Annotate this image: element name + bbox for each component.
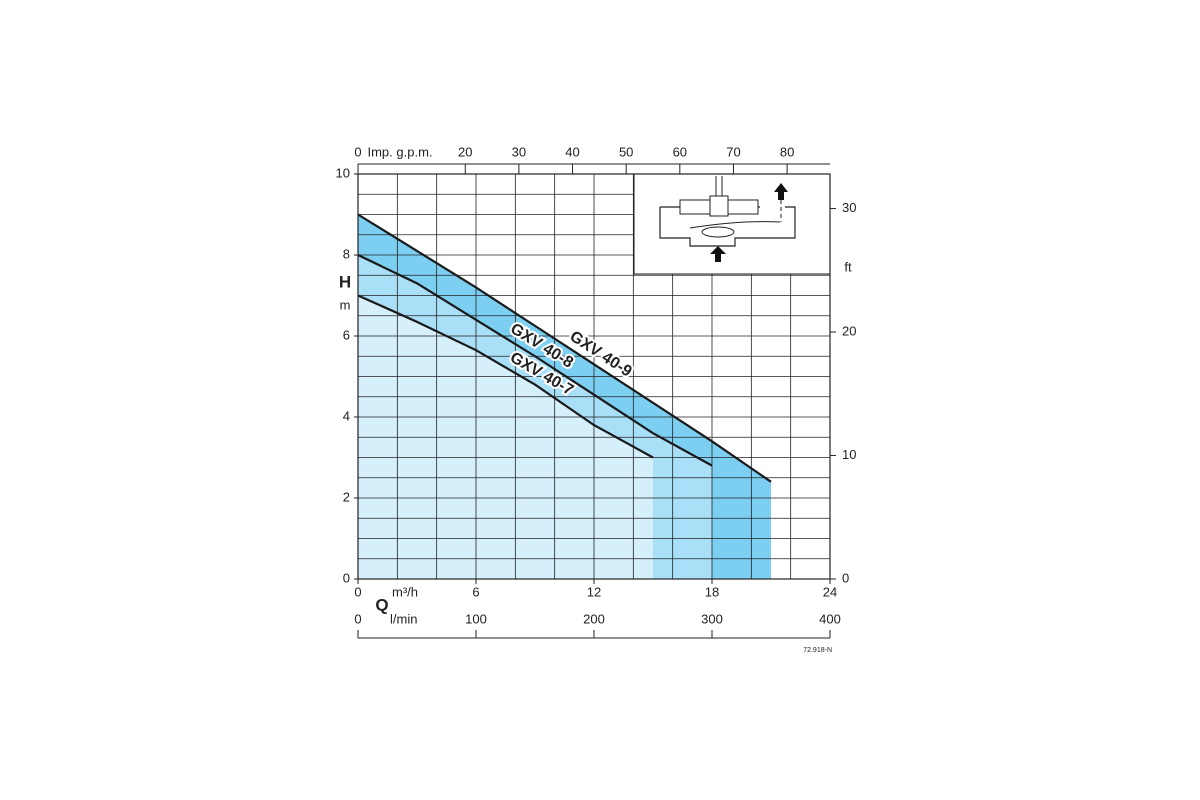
x3-tick-label: 0 [354, 611, 361, 626]
impeller [727, 199, 759, 215]
x-tick-label: 6 [472, 584, 479, 599]
pump-diagram [633, 173, 831, 275]
impeller [679, 199, 711, 215]
x2-tick-label: 20 [458, 144, 472, 159]
x3-tick-label: 200 [583, 611, 605, 626]
y2-tick-label: 20 [842, 323, 856, 338]
curve-line [357, 254, 713, 467]
inset-frame [633, 173, 831, 275]
flow-symbol: Q [375, 595, 388, 614]
x2-tick-label: 40 [565, 144, 579, 159]
y-axis-unit: m [340, 297, 351, 312]
x-tick-label: 0 [354, 584, 361, 599]
curve-line [357, 294, 654, 459]
y-tick-label: 2 [343, 489, 350, 504]
y2-tick-label: 30 [842, 200, 856, 215]
y-tick-label: 10 [336, 165, 350, 180]
x3-tick-label: 400 [819, 611, 841, 626]
y-tick-label: 8 [343, 246, 350, 261]
x3-axis-label: l/min [390, 611, 417, 626]
x2-tick-label: 30 [512, 144, 526, 159]
x-tick-label: 24 [823, 584, 837, 599]
labels: Imp. g.p.m. H m ft Q m³/h l/min 72.918-N… [336, 144, 857, 653]
y2-axis-label: ft [844, 259, 852, 274]
x2-tick-label: 60 [673, 144, 687, 159]
y-axis-label: H [339, 272, 351, 291]
x3-tick-label: 100 [465, 611, 487, 626]
x3-tick-label: 300 [701, 611, 723, 626]
x-tick-label: 12 [587, 584, 601, 599]
curve-line [357, 213, 772, 483]
x-axis-label: m³/h [392, 584, 418, 599]
inlet-arrow [710, 246, 726, 262]
y-tick-label: 0 [343, 570, 350, 585]
x2-tick-label: 50 [619, 144, 633, 159]
x2-tick-label: 70 [726, 144, 740, 159]
x-tick-label: 18 [705, 584, 719, 599]
inlet [701, 226, 735, 238]
y-tick-label: 6 [343, 327, 350, 342]
x2-tick-label: 0 [354, 144, 361, 159]
flow-path [689, 221, 781, 229]
hub [709, 195, 729, 217]
outlet-arrow [774, 183, 788, 200]
x2-tick-label: 80 [780, 144, 794, 159]
y2-tick-label: 10 [842, 447, 856, 462]
drawing-code: 72.918-N [803, 647, 832, 654]
pump-housing [659, 206, 796, 247]
y2-tick-label: 0 [842, 570, 849, 585]
y-tick-label: 4 [343, 408, 350, 423]
x2-axis-label: Imp. g.p.m. [367, 144, 432, 159]
